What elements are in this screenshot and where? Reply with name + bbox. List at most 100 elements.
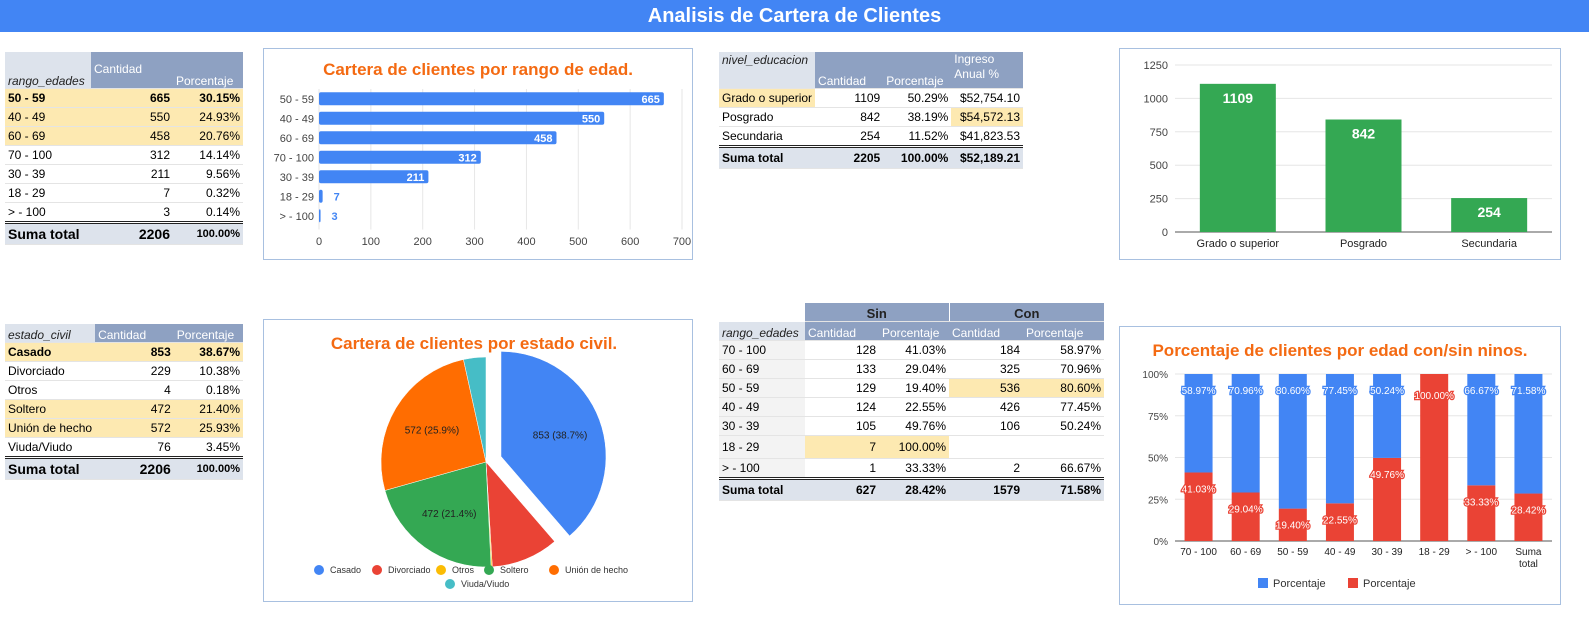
table-row[interactable]: > - 100 1 33.33% 2 66.67% [719,458,1104,479]
bar-segment [1420,374,1449,541]
table-row[interactable]: 30 - 39 211 9.56% [5,164,243,184]
y-tick-label: 40 - 49 [280,113,314,125]
legend-marker [1348,578,1358,588]
header-cell[interactable]: Porcentaje [173,324,243,343]
cell-con-porcentaje [1023,435,1104,459]
cell-con-cantidad [949,435,1023,459]
header-cell[interactable]: rango_edades [5,52,91,89]
civil-status-chart-panel[interactable]: Cartera de clientes por estado civil. 853… [263,319,693,602]
table-row[interactable]: 40 - 49 124 22.55% 426 77.45% [719,397,1104,417]
table-row[interactable]: 40 - 49 550 24.93% [5,107,243,127]
row-label: 70 - 100 [5,145,91,165]
table-row[interactable]: Casado 853 38.67% [5,342,243,362]
education-chart-panel[interactable]: 0 250 500 750 1000 1250 1109 Grado o superior 84… [1119,48,1561,260]
group-header-con[interactable]: Con [949,303,1104,322]
table-row[interactable]: 60 - 69 133 29.04% 325 70.96% [719,359,1104,379]
legend-label: Porcentaje [1363,578,1416,590]
table-row[interactable]: Viuda/Viudo 76 3.45% [5,437,243,458]
cell-sin-cantidad: 1 [805,458,879,479]
cell-sin-porcentaje: 41.03% [879,340,949,360]
table-row[interactable]: 70 - 100 312 14.14% [5,145,243,165]
cell-con-porcentaje: 66.67% [1023,458,1104,479]
cell-porcentaje: 30.15% [173,88,243,108]
total-row[interactable]: Suma total 2205 100.00% $52,189.21 [719,145,1023,169]
age-chart-panel[interactable]: Cartera de clientes por rango de edad. 0 1… [263,48,693,260]
row-label: Viuda/Viudo [5,437,96,458]
legend-marker [436,565,446,575]
children-chart-panel[interactable]: Porcentaje de clientes por edad con/sin … [1119,326,1561,605]
header-cell[interactable]: Cantidad [95,324,174,343]
y-tick-label: 18 - 29 [280,191,314,203]
cell-sin-cantidad: 128 [805,340,879,360]
chart-title: Porcentaje de clientes por edad con/sin … [1152,341,1527,360]
x-tick-label: 500 [569,236,587,248]
total-row[interactable]: Suma total 2206 100.00% [5,456,243,480]
header-cell[interactable]: Cantidad [805,321,879,341]
table-row[interactable]: > - 100 3 0.14% [5,202,243,223]
chart-title: Cartera de clientes por rango de edad. [323,60,633,79]
header-cell[interactable]: Porcentaje [883,52,952,89]
cell-cantidad: 550 [91,107,173,127]
cell-cantidad: 3 [91,202,173,223]
bar-segment [1184,472,1213,541]
education-table: nivel_educacion Cantidad Porcentaje Ingr… [719,52,1023,169]
y-tick-label: 30 - 39 [280,172,314,184]
table-row[interactable]: 70 - 100 128 41.03% 184 58.97% [719,340,1104,360]
header-cell[interactable]: Cantidad [91,52,173,89]
header-cell[interactable]: estado_civil [5,324,96,343]
bar [319,209,321,223]
cell-cantidad: 254 [815,126,884,147]
header-cell[interactable]: Porcentaje [1023,321,1104,341]
bar [319,92,664,106]
cell-cantidad: 211 [91,164,173,184]
total-row[interactable]: Suma total 627 28.42% 1579 71.58% [719,477,1104,501]
bar [319,131,557,145]
row-label: > - 100 [719,458,805,479]
bar-segment [1325,374,1354,504]
header-cell[interactable]: Porcentaje [173,52,243,89]
table-row[interactable]: Soltero 472 21.40% [5,399,243,419]
header-cell[interactable]: Cantidad [949,321,1023,341]
bar-segment [1514,493,1543,541]
row-label: Suma total [5,221,91,245]
cell-con-porcentaje: 80.60% [1023,378,1104,398]
cell-sin-cantidad: 129 [805,378,879,398]
table-row[interactable]: 18 - 29 7 0.32% [5,183,243,203]
cell-con-cantidad: 1579 [949,477,1023,501]
cell-sin-porcentaje: 28.42% [879,477,949,501]
cell-con-cantidad: 325 [949,359,1023,379]
cell-con-cantidad: 184 [949,340,1023,360]
cell-porcentaje: 0.32% [173,183,243,203]
table-row[interactable]: 30 - 39 105 49.76% 106 50.24% [719,416,1104,436]
table-row[interactable]: 50 - 59 665 30.15% [5,88,243,108]
y-tick-label: 250 [1150,194,1168,206]
cell-cantidad: 472 [95,399,174,419]
y-tick-label: 0 [1162,227,1168,239]
cell-cantidad: 853 [95,342,174,362]
header-cell[interactable]: Cantidad [815,52,884,89]
table-row[interactable]: 50 - 59 129 19.40% 536 80.60% [719,378,1104,398]
total-row[interactable]: Suma total 2206 100.00% [5,221,243,245]
table-row[interactable]: Grado o superior 1109 50.29% $52,754.10 [719,88,1023,108]
group-header-sin[interactable]: Sin [805,303,950,322]
y-tick-label: 1000 [1144,93,1168,105]
chart-title: Cartera de clientes por estado civil. [331,334,617,353]
header-cell[interactable]: rango_edades [719,321,805,341]
row-label: 18 - 29 [5,183,91,203]
cell-porcentaje: 20.76% [173,126,243,146]
header-cell[interactable]: Porcentaje [879,321,949,341]
legend-marker [445,579,455,589]
header-cell[interactable]: Ingreso Anual % [951,52,1023,89]
table-row[interactable]: Secundaria 254 11.52% $41,823.53 [719,126,1023,147]
cell-cantidad: 458 [91,126,173,146]
table-row[interactable]: Otros 4 0.18% [5,380,243,400]
bar-label: 254 [1477,204,1501,220]
table-row[interactable]: 18 - 29 7 100.00% [719,435,1104,459]
cell-con-porcentaje: 50.24% [1023,416,1104,436]
legend-label: Otros [452,565,475,575]
table-row[interactable]: 60 - 69 458 20.76% [5,126,243,146]
table-row[interactable]: Divorciado 229 10.38% [5,361,243,381]
header-cell[interactable]: nivel_educacion [719,52,816,89]
table-row[interactable]: Posgrado 842 38.19% $54,572.13 [719,107,1023,127]
table-row[interactable]: Unión de hecho 572 25.93% [5,418,243,438]
